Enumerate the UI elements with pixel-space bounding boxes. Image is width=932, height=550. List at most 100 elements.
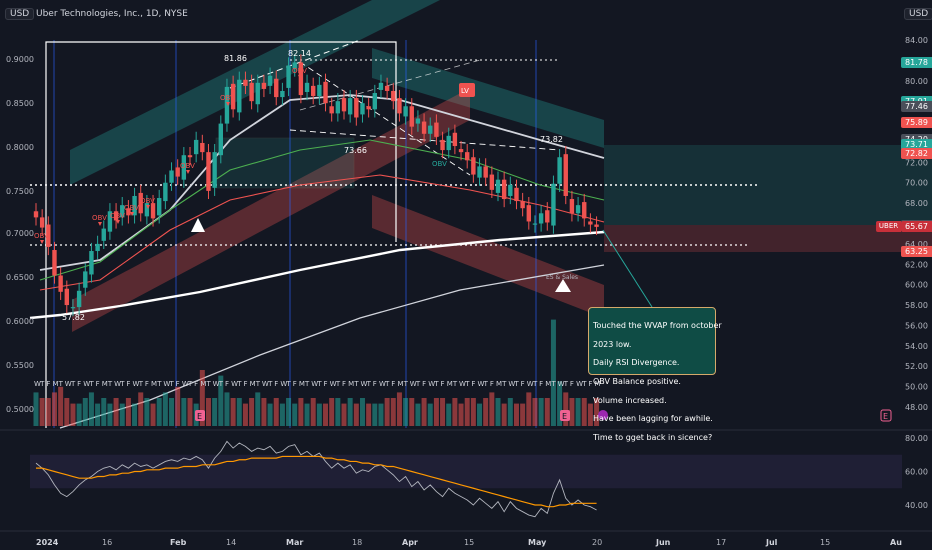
volume-bar: [513, 403, 519, 426]
weekday-label: T: [335, 380, 341, 388]
volume-bar: [421, 398, 427, 426]
symbol-title: Uber Technologies, Inc., 1D, NYSE: [36, 9, 188, 19]
candle-body: [187, 155, 193, 158]
volume-bar: [440, 398, 446, 426]
candle-body: [175, 167, 180, 177]
weekday-label: W: [478, 380, 485, 388]
sell-arrow-icon: [130, 212, 134, 216]
right-axis-tick: 64.00: [905, 240, 928, 249]
weekday-label: F: [194, 380, 198, 388]
red-channel-main: [72, 88, 470, 332]
volume-bar: [464, 398, 470, 426]
left-usd-badge[interactable]: USD: [5, 8, 35, 20]
green-ma-line: [39, 139, 605, 281]
weekday-label: F: [46, 380, 50, 388]
x-axis-tick: 17: [716, 538, 726, 547]
volume-bar: [526, 392, 532, 426]
volume-bar: [150, 403, 156, 426]
weekday-label: F: [539, 380, 543, 388]
x-axis-tick: Jul: [765, 538, 778, 547]
candle-body: [267, 75, 273, 86]
weekday-label: W: [527, 380, 534, 388]
weekday-label: W: [213, 380, 220, 388]
weekday-label: T: [550, 380, 556, 388]
left-scale-currency[interactable]: USD: [5, 6, 35, 22]
volume-bar: [218, 375, 224, 426]
candle-body: [163, 182, 168, 202]
volume-bars: [33, 319, 600, 426]
lv-label: LV: [461, 87, 469, 95]
volume-bar: [113, 398, 119, 426]
volume-bar: [261, 398, 267, 426]
volume-bar: [477, 403, 483, 426]
red-channel-right: [372, 195, 604, 318]
analysis-note[interactable]: Touched the WVAP from october 2023 low. …: [588, 307, 722, 442]
right-scale-currency[interactable]: USD: [904, 6, 932, 22]
volume-bar: [224, 392, 230, 426]
volume-bar: [359, 398, 365, 426]
right-axis-tick: 52.00: [905, 362, 928, 371]
volume-bar: [45, 398, 51, 426]
x-axis-tick: 15: [464, 538, 474, 547]
candle-body: [508, 184, 513, 196]
candle-body: [193, 139, 199, 155]
range-bracket: [45, 41, 397, 428]
lv-badge: [459, 83, 475, 97]
volume-bar: [532, 398, 538, 426]
mid-ma-line: [39, 94, 605, 271]
volume-bar: [310, 398, 316, 426]
weekday-label: T: [501, 380, 507, 388]
candle-body: [403, 106, 408, 117]
weekday-label: W: [231, 380, 238, 388]
candle-body: [501, 179, 507, 200]
dashed-trendline: [299, 59, 481, 111]
weekday-label: F: [96, 380, 100, 388]
weekday-label: F: [471, 380, 475, 388]
left-axis-tick: 0.9000: [6, 55, 34, 64]
weekday-label: T: [384, 380, 390, 388]
right-axis-tick: 54.00: [905, 342, 928, 351]
weekday-label: F: [521, 380, 525, 388]
volume-bar: [58, 386, 64, 426]
rsi-axis-tick: 60.00: [905, 468, 928, 477]
weekday-label: T: [563, 380, 569, 388]
candle-body: [397, 98, 402, 114]
candle-body: [58, 275, 63, 292]
weekday-label: F: [176, 380, 180, 388]
volume-bar: [489, 392, 495, 426]
weekday-label: M: [496, 380, 502, 388]
sell-arrow-icon: [146, 205, 150, 209]
rsi-line: [35, 440, 597, 518]
volume-bar: [470, 398, 476, 426]
weekday-label: W: [360, 380, 367, 388]
candle-body: [224, 86, 230, 124]
candle-body: [471, 157, 476, 175]
volume-bar: [267, 403, 273, 426]
rsi-signal-line: [36, 455, 597, 508]
weekday-label: M: [348, 380, 354, 388]
candle-body: [514, 187, 519, 202]
candle-body: [157, 198, 162, 216]
sell-arrow-icon: [116, 220, 120, 224]
weekday-label: T: [415, 380, 421, 388]
weekday-label: W: [65, 380, 72, 388]
price-marker-tag: 75.89: [901, 116, 932, 128]
candle-body: [83, 271, 88, 288]
obv-marker: OBV: [34, 232, 49, 240]
earnings-letter: E: [883, 412, 888, 421]
volume-bar: [119, 403, 125, 426]
candle-body: [391, 90, 396, 102]
volume-bar: [409, 398, 415, 426]
candle-body: [181, 155, 187, 180]
candle-body: [354, 98, 359, 118]
volume-bar: [292, 403, 298, 426]
volume-bar: [212, 398, 218, 426]
weekday-label: F: [570, 380, 574, 388]
volume-bar: [51, 392, 57, 426]
candle-body: [46, 224, 51, 247]
left-axis-tick: 0.7000: [6, 229, 34, 238]
candle-body: [489, 174, 495, 190]
right-usd-badge[interactable]: USD: [904, 8, 932, 20]
price-marker-tag: 73.71: [901, 138, 932, 150]
